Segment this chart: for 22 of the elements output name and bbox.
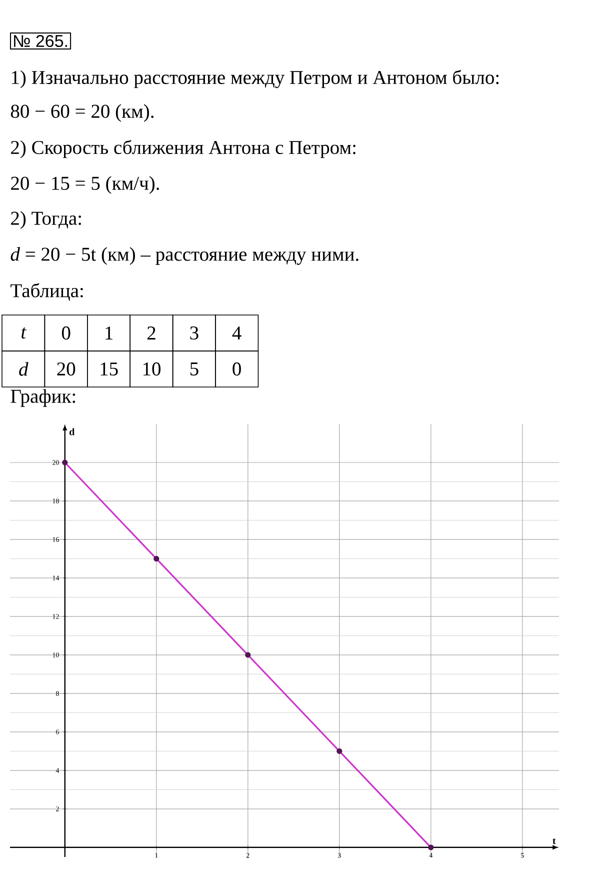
text: 80 − 60 = 20 (км). <box>10 104 154 122</box>
text: 2 <box>147 326 156 340</box>
text: 5 <box>190 362 198 376</box>
text: t <box>22 327 26 339</box>
text: 1 <box>106 326 113 340</box>
text: Таблица: <box>10 283 83 301</box>
text: 2) Скорость сближения Антона с Петром: <box>11 140 356 158</box>
text: 15 <box>100 362 118 376</box>
text: 0 <box>62 326 70 340</box>
text: 4 <box>232 326 242 340</box>
text: d = 20 − 5t (км) – расстояние между ними. <box>10 247 358 265</box>
text: № 265. <box>14 34 67 48</box>
text: 10 <box>143 362 161 376</box>
text: 3 <box>190 326 198 340</box>
text: 1) Изначально расстояние между Петром и Антоном было: <box>12 70 499 88</box>
x-axis-title: t <box>552 838 556 844</box>
y-axis-title: d <box>70 428 75 436</box>
text: График: <box>10 389 76 407</box>
text: 2) Тогда: <box>11 211 81 229</box>
text: d <box>19 362 28 376</box>
text: 20 − 15 = 5 (км/ч). <box>11 176 159 194</box>
text: 0 <box>232 362 241 376</box>
